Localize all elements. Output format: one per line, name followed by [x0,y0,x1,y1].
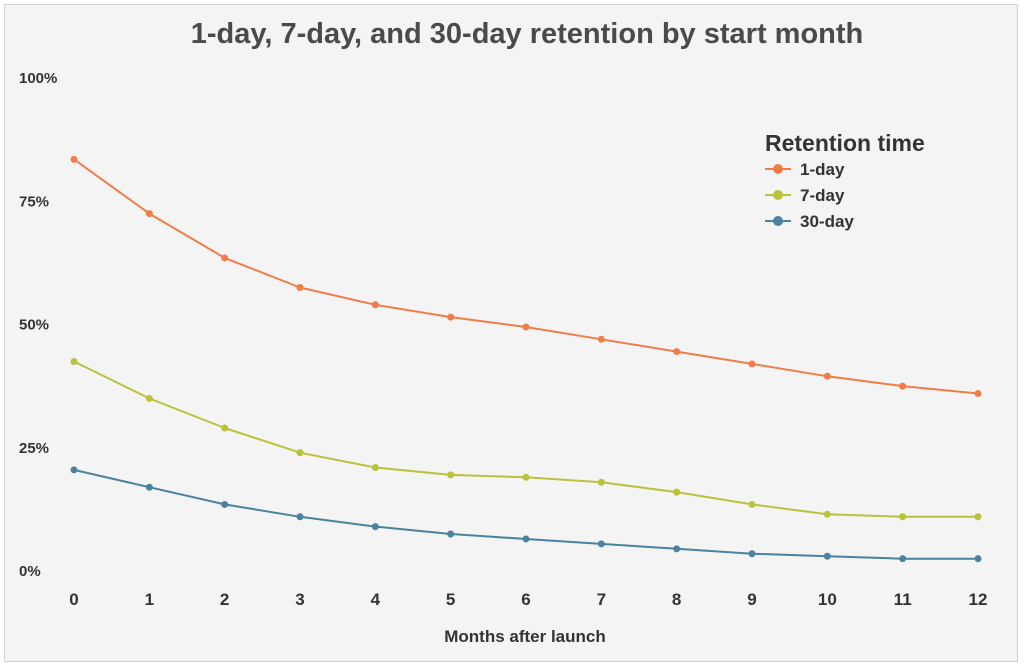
legend-title: Retention time [765,130,925,156]
series-line-7-day [73,360,978,518]
x-axis: 0 1 2 3 4 5 6 7 8 9 10 11 12 [69,590,987,609]
data-point-1-day [673,348,681,356]
legend-marker-7-day [773,190,783,200]
x-tick-label: 0 [69,590,78,609]
y-tick-label: 50% [19,317,49,334]
legend-label: 7-day [800,186,845,205]
x-tick-label: 3 [295,590,304,609]
x-tick-label: 8 [672,590,681,609]
data-point-7-day [974,513,982,521]
data-point-7-day [70,357,78,365]
data-point-7-day [748,500,756,508]
data-point-1-day [522,323,530,331]
y-axis: 0% 25% 50% 75% 100% [19,70,57,580]
legend-marker-1-day [773,164,783,174]
line-chart: 1-day, 7-day, and 30-day retention by st… [19,18,987,646]
data-point-1-day [823,372,831,380]
data-point-7-day [145,394,153,402]
data-point-30-day [221,500,229,508]
data-point-30-day [371,523,379,531]
data-point-1-day [145,210,153,218]
data-point-30-day [447,530,455,538]
data-point-1-day [748,360,756,368]
data-point-30-day [673,545,681,553]
y-tick-label: 100% [19,70,57,87]
data-point-30-day [70,466,78,474]
data-point-7-day [522,473,530,481]
data-point-30-day [296,513,304,521]
data-point-7-day [371,463,379,471]
chart-title: 1-day, 7-day, and 30-day retention by st… [191,18,864,50]
data-point-30-day [145,483,153,491]
legend-marker-30-day [773,216,783,226]
y-tick-label: 75% [19,193,49,210]
data-point-7-day [597,478,605,486]
x-tick-label: 10 [818,590,837,609]
x-tick-label: 4 [371,590,381,609]
legend-label: 1-day [800,160,845,179]
x-tick-label: 1 [145,590,154,609]
x-tick-label: 6 [521,590,530,609]
data-point-7-day [221,424,229,432]
data-point-1-day [899,382,907,390]
data-point-1-day [974,390,982,398]
data-point-7-day [673,488,681,496]
x-tick-label: 11 [894,590,912,609]
y-tick-label: 25% [19,440,49,457]
data-point-1-day [597,335,605,343]
data-point-7-day [899,513,907,521]
x-tick-label: 7 [597,590,606,609]
data-point-1-day [221,254,229,262]
data-point-1-day [296,284,304,292]
plot-area [70,155,982,563]
data-point-30-day [597,540,605,548]
data-point-30-day [899,555,907,563]
chart-panel: 1-day, 7-day, and 30-day retention by st… [4,4,1018,662]
x-tick-label: 2 [220,590,229,609]
data-point-30-day [974,555,982,563]
legend: Retention time 1-day 7-day 30-day [765,130,925,231]
x-tick-label: 12 [969,590,988,609]
data-point-1-day [371,301,379,309]
data-point-30-day [823,552,831,560]
legend-label: 30-day [800,212,854,231]
data-point-7-day [296,449,304,457]
data-point-30-day [748,550,756,558]
x-tick-label: 5 [446,590,455,609]
data-point-30-day [522,535,530,543]
data-point-7-day [823,510,831,518]
x-tick-label: 9 [747,590,756,609]
data-point-1-day [447,313,455,321]
data-point-1-day [70,155,78,163]
x-axis-label: Months after launch [444,627,606,646]
data-point-7-day [447,471,455,479]
y-tick-label: 0% [19,563,41,580]
